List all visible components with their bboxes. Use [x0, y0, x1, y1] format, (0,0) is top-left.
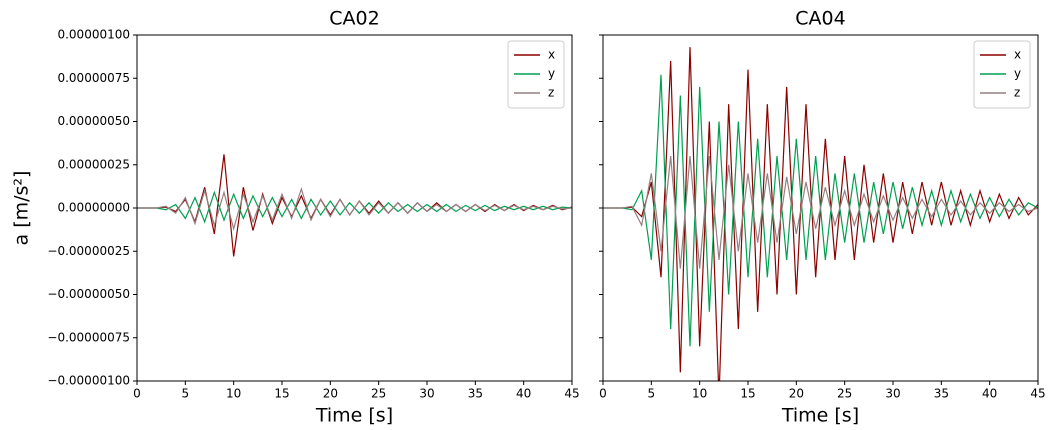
series-line	[137, 154, 572, 257]
series-line	[603, 47, 1038, 381]
x-tick-label: 15	[274, 387, 289, 401]
x-tick-label: 25	[837, 387, 852, 401]
x-tick-label: 45	[564, 387, 579, 401]
x-axis-label: Time [s]	[781, 405, 859, 427]
x-axis-label: Time [s]	[315, 405, 393, 427]
x-tick-label: 45	[1030, 387, 1045, 401]
panel-title: CA02	[329, 8, 379, 30]
x-tick-label: 0	[133, 387, 141, 401]
x-tick-label: 0	[599, 387, 607, 401]
x-tick-label: 15	[740, 387, 755, 401]
x-tick-label: 20	[323, 387, 338, 401]
plot-area	[603, 47, 1038, 381]
legend-label: y	[1014, 67, 1021, 81]
x-tick-label: 35	[468, 387, 483, 401]
y-tick-label: 0.00000075	[57, 71, 130, 85]
legend-label: z	[548, 86, 554, 100]
x-tick-label: 10	[226, 387, 241, 401]
legend-label: x	[1014, 48, 1021, 62]
x-tick-label: 25	[371, 387, 386, 401]
x-tick-label: 40	[982, 387, 997, 401]
legend-label: x	[548, 48, 555, 62]
y-tick-label: −0.00000100	[47, 374, 130, 388]
series-line	[137, 186, 572, 232]
y-tick-label: 0.00000025	[57, 157, 130, 171]
x-tick-label: 5	[182, 387, 190, 401]
plot-area	[137, 154, 572, 257]
x-tick-label: 40	[516, 387, 531, 401]
panel-title: CA04	[795, 8, 845, 30]
y-tick-label: 0.00000100	[57, 28, 130, 42]
y-tick-label: −0.00000075	[47, 330, 130, 344]
legend-label: z	[1014, 86, 1020, 100]
y-tick-label: 0.00000000	[57, 201, 130, 215]
x-tick-label: 30	[885, 387, 900, 401]
series-line	[603, 156, 1038, 269]
x-tick-label: 30	[419, 387, 434, 401]
y-axis-label: a [m/s²]	[11, 171, 33, 246]
legend-label: y	[548, 67, 555, 81]
x-tick-label: 20	[789, 387, 804, 401]
y-tick-label: 0.00000050	[57, 114, 130, 128]
x-tick-label: 10	[692, 387, 707, 401]
y-tick-label: −0.00000025	[47, 244, 130, 258]
x-tick-label: 5	[648, 387, 656, 401]
y-tick-label: −0.00000050	[47, 287, 130, 301]
x-tick-label: 35	[934, 387, 949, 401]
